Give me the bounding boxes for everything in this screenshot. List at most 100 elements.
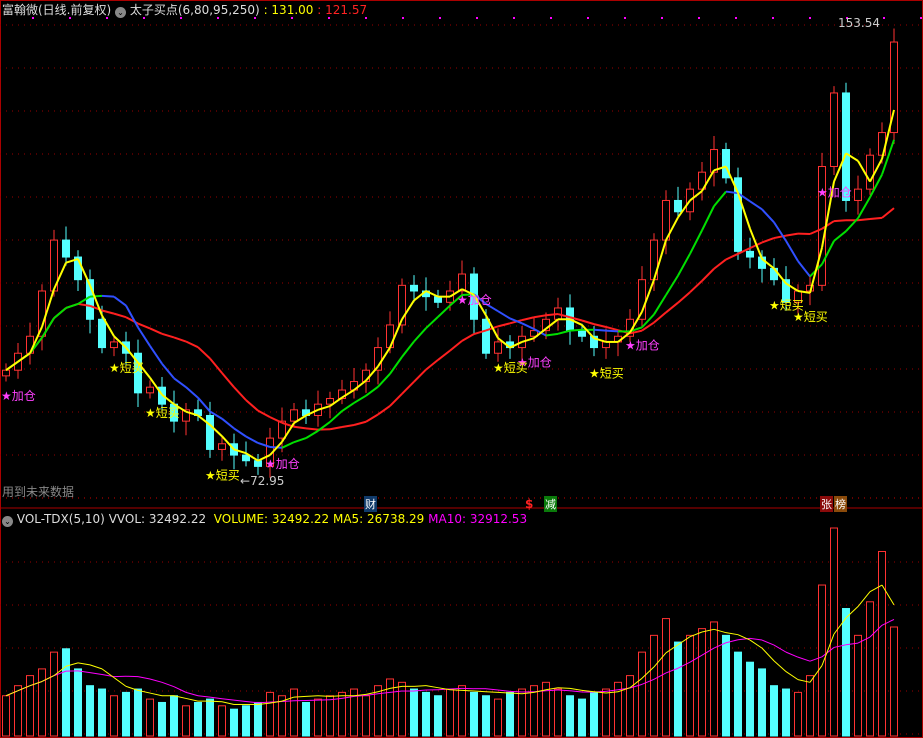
- dollar-marker[interactable]: $: [525, 497, 534, 511]
- candle[interactable]: [182, 403, 190, 436]
- volume-bar[interactable]: [98, 688, 106, 737]
- finance-marker[interactable]: 财: [364, 496, 377, 512]
- volume-bar[interactable]: [470, 691, 478, 737]
- candle[interactable]: [638, 266, 646, 328]
- candle[interactable]: [146, 380, 154, 399]
- volume-bar[interactable]: [374, 685, 382, 737]
- volume-bar[interactable]: [422, 691, 430, 737]
- volume-bar[interactable]: [614, 681, 622, 737]
- volume-bar[interactable]: [698, 628, 706, 737]
- candle[interactable]: [302, 399, 310, 424]
- volume-bar[interactable]: [842, 608, 850, 737]
- volume-bar[interactable]: [650, 634, 658, 737]
- volume-bar[interactable]: [206, 698, 214, 737]
- volume-indicator-name[interactable]: VOL-TDX(5,10): [16, 512, 105, 526]
- volume-bar[interactable]: [674, 641, 682, 737]
- volume-bar[interactable]: [494, 698, 502, 737]
- candle[interactable]: [494, 328, 502, 362]
- volume-bar[interactable]: [278, 695, 286, 737]
- volume-bar[interactable]: [638, 651, 646, 737]
- volume-bar[interactable]: [410, 688, 418, 737]
- volume-bar[interactable]: [434, 695, 442, 737]
- chevron-down-icon[interactable]: ⌄: [2, 516, 13, 527]
- candle[interactable]: [662, 190, 670, 255]
- volume-bar[interactable]: [770, 685, 778, 737]
- volume-bar[interactable]: [134, 688, 142, 737]
- volume-bar[interactable]: [86, 685, 94, 737]
- volume-bar[interactable]: [854, 634, 862, 737]
- candle[interactable]: [830, 86, 838, 175]
- volume-bar[interactable]: [122, 691, 130, 737]
- candle[interactable]: [50, 229, 58, 297]
- volume-bar[interactable]: [314, 698, 322, 737]
- volume-bar[interactable]: [542, 681, 550, 737]
- volume-bar[interactable]: [482, 695, 490, 737]
- candle[interactable]: [374, 337, 382, 385]
- candle[interactable]: [398, 278, 406, 334]
- volume-bar[interactable]: [50, 651, 58, 737]
- volume-bar[interactable]: [710, 621, 718, 737]
- volume-bar[interactable]: [590, 691, 598, 737]
- candle[interactable]: [734, 167, 742, 260]
- candle[interactable]: [110, 335, 118, 357]
- candle[interactable]: [890, 28, 898, 144]
- volume-bar[interactable]: [878, 550, 886, 737]
- volume-bar[interactable]: [890, 626, 898, 737]
- volume-bar[interactable]: [602, 688, 610, 737]
- candle[interactable]: [818, 152, 826, 291]
- volume-bar[interactable]: [266, 691, 274, 737]
- volume-bar[interactable]: [26, 675, 34, 737]
- volume-bar[interactable]: [518, 688, 526, 737]
- volume-bar[interactable]: [350, 688, 358, 737]
- volume-bar[interactable]: [242, 705, 250, 737]
- candle[interactable]: [626, 309, 634, 342]
- volume-bar[interactable]: [722, 634, 730, 737]
- volume-bar[interactable]: [626, 675, 634, 737]
- volume-bar[interactable]: [170, 695, 178, 737]
- volume-bar[interactable]: [110, 695, 118, 737]
- candle[interactable]: [2, 363, 10, 382]
- volume-bar[interactable]: [530, 685, 538, 737]
- volume-bar[interactable]: [830, 527, 838, 737]
- candle[interactable]: [62, 226, 70, 266]
- candle[interactable]: [710, 135, 718, 187]
- volume-bar[interactable]: [254, 701, 262, 737]
- volume-bar[interactable]: [338, 691, 346, 737]
- volume-bar[interactable]: [506, 691, 514, 737]
- volume-bar[interactable]: [686, 634, 694, 737]
- ranking-marker[interactable]: 榜: [834, 496, 847, 512]
- candle[interactable]: [602, 328, 610, 359]
- volume-bar[interactable]: [794, 691, 802, 737]
- volume-bar[interactable]: [146, 698, 154, 737]
- candle[interactable]: [722, 142, 730, 184]
- volume-bar[interactable]: [74, 668, 82, 737]
- candle[interactable]: [74, 250, 82, 291]
- volume-bar[interactable]: [290, 688, 298, 737]
- candle[interactable]: [782, 266, 790, 311]
- volume-bar[interactable]: [446, 688, 454, 737]
- volume-bar[interactable]: [866, 601, 874, 737]
- volume-bar[interactable]: [230, 708, 238, 737]
- volume-bar[interactable]: [398, 681, 406, 737]
- candle[interactable]: [26, 322, 34, 365]
- volume-bar[interactable]: [2, 695, 10, 737]
- volume-bar[interactable]: [734, 651, 742, 737]
- reduce-marker[interactable]: 减: [544, 496, 557, 512]
- volume-bar[interactable]: [182, 705, 190, 737]
- candle[interactable]: [134, 339, 142, 407]
- volume-bar[interactable]: [326, 695, 334, 737]
- candle[interactable]: [218, 436, 226, 461]
- candle[interactable]: [278, 407, 286, 453]
- volume-bar[interactable]: [782, 688, 790, 737]
- indicator-name[interactable]: 太子买点(6,80,95,250): [129, 3, 260, 17]
- candle[interactable]: [410, 275, 418, 303]
- volume-bar[interactable]: [566, 695, 574, 737]
- volume-bar[interactable]: [38, 668, 46, 737]
- candle[interactable]: [698, 161, 706, 201]
- limit-up-marker[interactable]: 张: [820, 496, 833, 512]
- volume-bar[interactable]: [158, 701, 166, 737]
- candle[interactable]: [230, 433, 238, 470]
- volume-bar[interactable]: [14, 685, 22, 737]
- volume-bar[interactable]: [362, 695, 370, 737]
- candle[interactable]: [350, 367, 358, 399]
